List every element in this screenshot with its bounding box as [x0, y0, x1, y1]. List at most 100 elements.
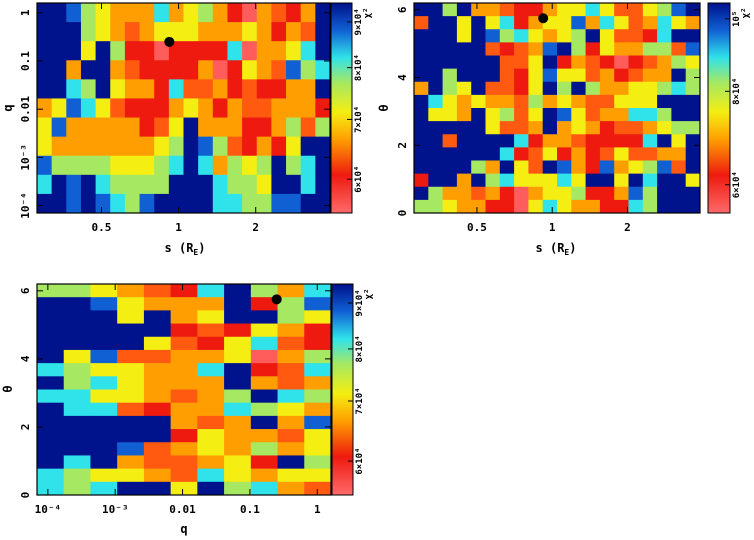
heatmap-cell — [614, 160, 629, 175]
heatmap-cell — [585, 173, 601, 188]
heatmap-cell — [514, 147, 529, 161]
heatmap-cell — [428, 160, 443, 175]
heatmap-cell — [124, 174, 140, 195]
heatmap-cell — [198, 3, 214, 23]
heatmap-cell — [286, 174, 302, 195]
heatmap-cell — [442, 3, 458, 17]
heatmap-cell — [124, 60, 140, 80]
heatmap-cell — [124, 193, 140, 214]
heatmap-cell — [442, 173, 458, 188]
heatmap-cell — [471, 81, 486, 96]
heatmap-cell — [183, 98, 199, 118]
heatmap-cell — [599, 199, 615, 214]
colorbar-tick-label: 6×10⁴ — [354, 166, 364, 193]
heatmap-cell — [224, 284, 252, 298]
heatmap-cell — [428, 147, 443, 161]
heatmap-cell — [110, 79, 126, 99]
heatmap-cell — [599, 108, 615, 122]
heatmap-cell — [63, 481, 91, 496]
heatmap-cell — [414, 160, 429, 175]
heatmap-cell — [485, 42, 501, 56]
heatmap-cell — [571, 16, 586, 30]
heatmap-cell — [514, 173, 529, 188]
heatmap-cell — [628, 42, 644, 56]
heatmap-cell — [414, 199, 429, 214]
colorbar-tick-label: 9×10⁴ — [355, 289, 365, 316]
heatmap-cell — [456, 186, 472, 201]
heatmap-cell — [585, 134, 601, 148]
heatmap-cell — [37, 41, 53, 61]
heatmap-cell — [124, 3, 140, 23]
heatmap-cell — [168, 22, 184, 42]
heatmap-cell — [224, 468, 252, 483]
heatmap-cell — [671, 160, 687, 175]
heatmap-cell — [117, 442, 145, 456]
heatmap-cell — [242, 117, 258, 138]
heatmap-cell — [528, 81, 544, 96]
x-tick-label: 2 — [624, 221, 631, 234]
heatmap-cell — [224, 297, 252, 311]
heatmap-cell — [599, 55, 615, 70]
heatmap-cell — [542, 134, 558, 148]
heatmap-cell — [224, 323, 252, 338]
heatmap-cell — [250, 442, 278, 456]
heatmap-cell — [124, 79, 140, 99]
heatmap-cell — [557, 68, 572, 83]
heatmap-cell — [277, 415, 305, 430]
colorbar-tick-label: 8×10⁴ — [355, 335, 365, 362]
heatmap-cell — [277, 349, 305, 364]
heatmap-cell — [657, 160, 672, 175]
heatmap-cell — [90, 468, 118, 483]
heatmap-cell — [642, 108, 658, 122]
heatmap-cell — [37, 363, 65, 377]
heatmap-cell — [80, 98, 96, 118]
heatmap-cell — [154, 155, 170, 176]
heatmap-cell — [414, 94, 429, 109]
colorbar — [707, 2, 731, 214]
heatmap-cell — [528, 94, 544, 109]
heatmap-cell — [198, 98, 214, 118]
y-tick-label: 1 — [19, 9, 32, 16]
heatmap-cell — [428, 134, 443, 148]
heatmap-cell — [442, 42, 458, 56]
heatmap-cell — [143, 415, 172, 430]
heatmap-cell — [271, 98, 287, 118]
heatmap-cell — [528, 29, 544, 43]
heatmap-cell — [514, 3, 529, 17]
heatmap-cell — [63, 429, 91, 443]
heatmap-cell — [143, 455, 172, 470]
heatmap-cell — [117, 284, 145, 298]
heatmap-cell — [485, 199, 501, 214]
heatmap-cell — [442, 16, 458, 30]
heatmap-cell — [614, 55, 629, 70]
heatmap-cell — [37, 60, 53, 80]
heatmap-cell — [315, 3, 331, 23]
heatmap-cell — [242, 155, 258, 176]
colorbar-tick-label: 8×10⁴ — [354, 54, 364, 81]
heatmap-cell — [485, 68, 501, 83]
heatmap-cell — [154, 3, 170, 23]
heatmap-cell — [183, 117, 199, 138]
heatmap-cell — [499, 199, 515, 214]
heatmap-cell — [80, 22, 96, 42]
heatmap-cell — [557, 16, 572, 30]
heatmap-cell — [242, 193, 258, 214]
heatmap-cell — [66, 117, 82, 138]
heatmap-cell — [170, 402, 198, 417]
heatmap-cell — [599, 121, 615, 135]
heatmap-cell — [168, 3, 184, 23]
heatmap-cell — [300, 22, 316, 42]
heatmap-cell — [277, 468, 305, 483]
heatmap-cell — [154, 117, 170, 138]
heatmap-cell — [277, 429, 305, 443]
heatmap-cell — [143, 297, 172, 311]
heatmap-cell — [642, 173, 658, 188]
heatmap-cell — [170, 310, 198, 324]
heatmap-cell — [286, 98, 302, 118]
heatmap-cell — [628, 173, 644, 188]
heatmap-cell — [456, 55, 472, 70]
heatmap-cell — [514, 160, 529, 175]
heatmap-cell — [37, 155, 53, 176]
heatmap-cell — [286, 117, 302, 138]
heatmap-cell — [428, 3, 443, 17]
